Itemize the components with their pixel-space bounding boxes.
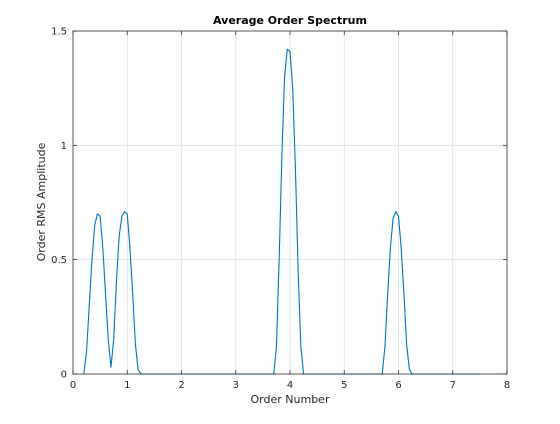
y-tick-label: 0 bbox=[61, 370, 67, 381]
x-tick-label: 6 bbox=[395, 380, 401, 391]
x-tick-label: 3 bbox=[233, 380, 239, 391]
x-tick-label: 5 bbox=[341, 380, 347, 391]
x-tick-label: 4 bbox=[287, 380, 293, 391]
x-axis-label: Order Number bbox=[251, 393, 330, 406]
series-line bbox=[83, 48, 480, 375]
x-tick-label: 8 bbox=[504, 380, 510, 391]
x-tick-label: 2 bbox=[178, 380, 184, 391]
ticks: 0 1 2 3 4 5 6 7 8 0 0.5 1 1.5 bbox=[51, 27, 510, 392]
data-layer bbox=[83, 48, 480, 375]
y-tick-label: 1.5 bbox=[51, 27, 67, 38]
y-axis-label: Order RMS Amplitude bbox=[35, 142, 48, 261]
chart-title: Average Order Spectrum bbox=[213, 14, 367, 27]
x-tick-label: 0 bbox=[70, 380, 76, 391]
y-tick-label: 1 bbox=[61, 141, 67, 152]
y-tick-label: 0.5 bbox=[51, 255, 67, 266]
x-tick-label: 1 bbox=[124, 380, 130, 391]
x-tick-label: 7 bbox=[450, 380, 456, 391]
